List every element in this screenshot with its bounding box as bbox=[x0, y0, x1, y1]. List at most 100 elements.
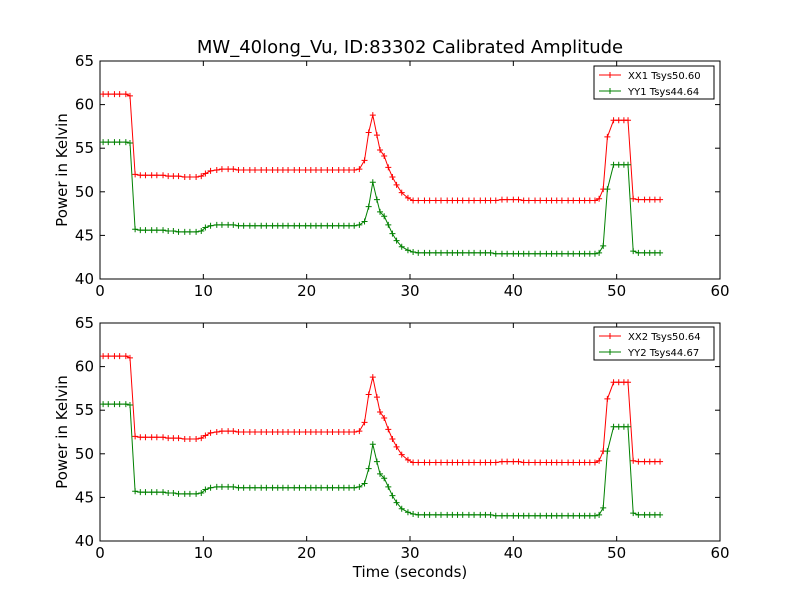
data-point-marker bbox=[591, 250, 598, 257]
data-point-marker bbox=[373, 394, 380, 401]
legend-entry-label: XX2 Tsys50.64 bbox=[628, 332, 701, 343]
data-point-marker bbox=[558, 459, 565, 466]
data-point-marker bbox=[240, 167, 247, 173]
data-point-marker bbox=[465, 249, 472, 256]
data-point-marker bbox=[610, 117, 617, 124]
data-point-marker bbox=[586, 250, 593, 257]
data-point-marker bbox=[252, 484, 258, 491]
data-point-marker bbox=[657, 196, 664, 203]
data-point-marker bbox=[641, 511, 648, 518]
data-point-marker bbox=[651, 196, 658, 203]
data-point-marker bbox=[625, 117, 632, 124]
data-point-marker bbox=[381, 475, 388, 482]
data-point-marker bbox=[477, 197, 484, 204]
data-point-marker bbox=[175, 228, 182, 235]
data-point-marker bbox=[373, 132, 380, 139]
data-point-marker bbox=[543, 250, 550, 257]
data-point-marker bbox=[235, 429, 242, 435]
data-point-marker bbox=[657, 458, 664, 465]
data-point-marker bbox=[398, 243, 405, 250]
data-point-marker bbox=[438, 197, 444, 204]
data-point-marker bbox=[641, 196, 648, 203]
data-point-marker bbox=[548, 459, 555, 466]
data-point-marker bbox=[532, 459, 539, 466]
data-point-marker bbox=[340, 167, 347, 173]
data-point-marker bbox=[498, 512, 505, 519]
data-point-marker bbox=[459, 249, 466, 256]
data-point-marker bbox=[105, 91, 112, 98]
series-red bbox=[100, 353, 664, 466]
x-tick-label: 20 bbox=[297, 282, 316, 300]
series-red bbox=[100, 91, 664, 204]
data-point-marker bbox=[525, 250, 532, 257]
y-tick-label: 45 bbox=[75, 488, 94, 506]
data-point-marker bbox=[279, 222, 286, 229]
y-axis-label: Power in Kelvin bbox=[53, 375, 71, 489]
x-tick-label: 10 bbox=[194, 544, 213, 562]
x-tick-label: 40 bbox=[504, 544, 523, 562]
data-point-marker bbox=[246, 429, 253, 435]
data-point-marker bbox=[389, 173, 396, 180]
data-point-marker bbox=[646, 511, 653, 518]
data-point-marker bbox=[202, 224, 209, 231]
x-tick-label: 0 bbox=[95, 282, 105, 300]
data-point-marker bbox=[377, 146, 384, 153]
data-point-marker bbox=[230, 221, 237, 228]
data-point-marker bbox=[252, 222, 258, 229]
data-point-marker bbox=[351, 484, 358, 491]
data-point-marker bbox=[307, 429, 314, 435]
data-point-marker bbox=[324, 429, 331, 435]
data-point-marker bbox=[361, 419, 368, 426]
data-point-marker bbox=[498, 250, 505, 257]
data-point-marker bbox=[312, 222, 319, 229]
data-point-marker bbox=[148, 172, 155, 179]
data-point-marker bbox=[510, 512, 517, 519]
data-point-marker bbox=[410, 510, 417, 517]
data-point-marker bbox=[193, 490, 200, 497]
data-point-marker bbox=[610, 161, 617, 168]
data-point-marker bbox=[225, 483, 232, 490]
data-point-marker bbox=[351, 222, 358, 229]
data-point-marker bbox=[225, 221, 232, 228]
data-point-marker bbox=[604, 395, 611, 402]
data-point-marker bbox=[369, 441, 376, 448]
series-green bbox=[100, 401, 664, 519]
data-point-marker bbox=[537, 512, 544, 519]
data-point-marker bbox=[100, 401, 107, 408]
data-point-marker bbox=[432, 459, 439, 466]
data-point-marker bbox=[581, 197, 588, 204]
data-point-marker bbox=[471, 511, 478, 518]
data-point-marker bbox=[581, 459, 588, 466]
data-point-marker bbox=[153, 227, 160, 234]
data-point-marker bbox=[570, 250, 577, 257]
data-point-marker bbox=[361, 480, 368, 487]
data-point-marker bbox=[515, 250, 522, 257]
data-point-marker bbox=[240, 429, 247, 435]
data-point-marker bbox=[116, 353, 123, 360]
data-point-marker bbox=[137, 227, 144, 234]
data-point-marker bbox=[335, 222, 342, 229]
data-point-marker bbox=[389, 435, 396, 442]
x-axis-label: Time (seconds) bbox=[352, 563, 468, 581]
data-point-marker bbox=[543, 197, 550, 204]
data-point-marker bbox=[630, 510, 637, 517]
data-point-marker bbox=[318, 222, 325, 229]
data-point-marker bbox=[351, 167, 358, 173]
data-point-marker bbox=[482, 249, 489, 256]
data-point-marker bbox=[165, 228, 172, 235]
data-point-marker bbox=[230, 483, 237, 490]
data-point-marker bbox=[510, 458, 517, 465]
data-point-marker bbox=[279, 167, 286, 173]
data-point-marker bbox=[410, 459, 417, 466]
data-point-marker bbox=[487, 511, 494, 518]
data-point-marker bbox=[373, 196, 380, 203]
data-point-marker bbox=[356, 483, 363, 490]
data-point-marker bbox=[576, 512, 583, 519]
data-point-marker bbox=[504, 250, 511, 257]
data-point-marker bbox=[381, 153, 388, 160]
data-point-marker bbox=[404, 247, 411, 254]
data-point-marker bbox=[318, 484, 325, 491]
data-point-marker bbox=[356, 428, 363, 435]
data-point-marker bbox=[444, 459, 451, 466]
data-point-marker bbox=[385, 221, 392, 228]
